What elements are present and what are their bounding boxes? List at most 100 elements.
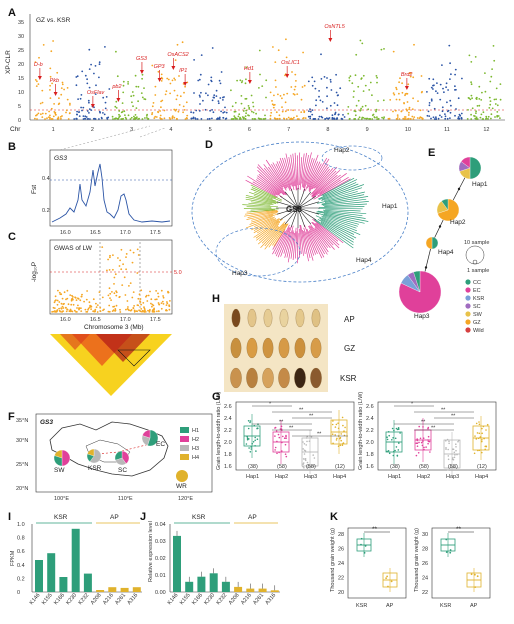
panel-g-point (429, 451, 431, 453)
panel-g-point (305, 444, 308, 446)
panel-a-chr-label: 2 (91, 127, 94, 133)
panel-a-point (281, 97, 283, 100)
panel-a-point (65, 109, 68, 112)
panel-f-pies (53, 429, 188, 482)
panel-a-point (141, 118, 144, 120)
ld-block-2 (96, 334, 150, 362)
panel-c-point (89, 306, 91, 309)
panel-a-point (217, 100, 220, 102)
panel-a-point (163, 117, 166, 120)
panel-a-point (235, 117, 238, 120)
panel-a-point (194, 117, 197, 119)
panel-d-branch (251, 212, 281, 223)
panel-a-point (132, 94, 135, 97)
panel-a-point (320, 53, 322, 56)
panel-g-point (285, 455, 288, 458)
panelJ-category-label: K146 (167, 592, 180, 606)
panel-d-branch (301, 152, 307, 184)
panel-c-point (138, 293, 141, 296)
panel-a-point (394, 109, 397, 112)
panel-a-point (407, 114, 410, 116)
panel-a-point (380, 48, 383, 51)
panel-c-point (112, 254, 114, 256)
panel-a-point (210, 76, 213, 79)
panel-g-point (337, 422, 339, 425)
panel-a-point (352, 96, 355, 98)
panel-g-point (481, 451, 483, 454)
panel-a-point (488, 96, 491, 99)
panelI-category-label: K166 (53, 592, 66, 606)
panel-a-point (222, 99, 224, 101)
panelJ-category-label: K232 (216, 592, 229, 606)
panel-g-group-label: Hap2 (275, 474, 288, 480)
panel-a-point (195, 109, 198, 112)
panel-c-point (140, 303, 143, 306)
panel-a-point (366, 117, 369, 120)
panel-a-gene-arrowhead (285, 74, 290, 78)
panel-a-point (59, 116, 62, 118)
panel-a-point (35, 114, 37, 117)
panel-f-legend-swatch (180, 427, 189, 433)
panel-g-point (302, 463, 304, 465)
panel-d-branch (284, 225, 294, 258)
panel-a-gene-arrowhead (37, 76, 42, 80)
panel-g-point (395, 427, 398, 430)
panel-g-point (257, 427, 259, 430)
panel-g-point (420, 441, 423, 444)
panel-a-gene-arrowhead (247, 80, 252, 84)
panel-c-point (158, 303, 161, 306)
panel-c-point (95, 302, 97, 305)
panel-c-point (150, 298, 153, 301)
panel-c-title: GWAS of LW (54, 245, 93, 252)
panel-c-point (108, 310, 111, 313)
panel-k-sig: ** (372, 526, 378, 533)
panel-c-point (88, 301, 91, 304)
panel-a-point (115, 107, 118, 109)
panel-c-point (103, 308, 105, 311)
panel-a-point (134, 114, 137, 116)
panel-a-point (355, 104, 358, 107)
panel-g-point (427, 426, 430, 429)
zoom-line-right (139, 127, 166, 138)
panel-a-point (127, 81, 129, 83)
panel-c-point (118, 295, 121, 298)
panel-a-point (244, 98, 247, 100)
panelI-category-label: K232 (78, 592, 91, 606)
panel-a-point (36, 118, 38, 120)
panelJ-group-ksr: KSR (192, 514, 206, 521)
panel-h-row-ksr: KSR (340, 374, 357, 383)
panel-g-ytick: 2.4 (366, 416, 374, 422)
panel-f-xtick-0: 100°E (54, 496, 69, 502)
panel-c-point (55, 310, 58, 312)
panel-d-branch (308, 230, 323, 259)
panel-a-point (302, 51, 304, 54)
panel-e-mutation-dot (424, 266, 428, 269)
panel-d-trunk (280, 195, 299, 209)
panel-a-point (49, 89, 51, 91)
panel-a-point (81, 109, 83, 112)
panel-k-ytick: 26 (422, 561, 428, 567)
panel-c-point (75, 299, 78, 301)
panel-a-point (69, 104, 71, 106)
panel-c-point (137, 254, 140, 256)
panel-a-point (375, 110, 377, 113)
panel-c-point (70, 299, 73, 302)
panel-g-point (306, 440, 308, 443)
panel-a-point (320, 115, 323, 118)
panel-g-point (340, 433, 343, 435)
panel-g-point (304, 458, 307, 460)
panel-h-grain (246, 367, 258, 389)
panel-a-point (469, 98, 472, 101)
panel-a-point (292, 93, 295, 95)
panel-c-point (51, 311, 53, 313)
panel-c-point (138, 309, 141, 312)
panel-c-point (54, 295, 57, 298)
panel-a-point (181, 41, 184, 44)
panel-a-point (259, 73, 261, 76)
panel-a-point (60, 87, 63, 89)
panel-a-point (485, 117, 488, 120)
panel-g-point (342, 424, 344, 427)
panel-c-point (157, 295, 160, 298)
ld-heatmap (50, 334, 172, 396)
